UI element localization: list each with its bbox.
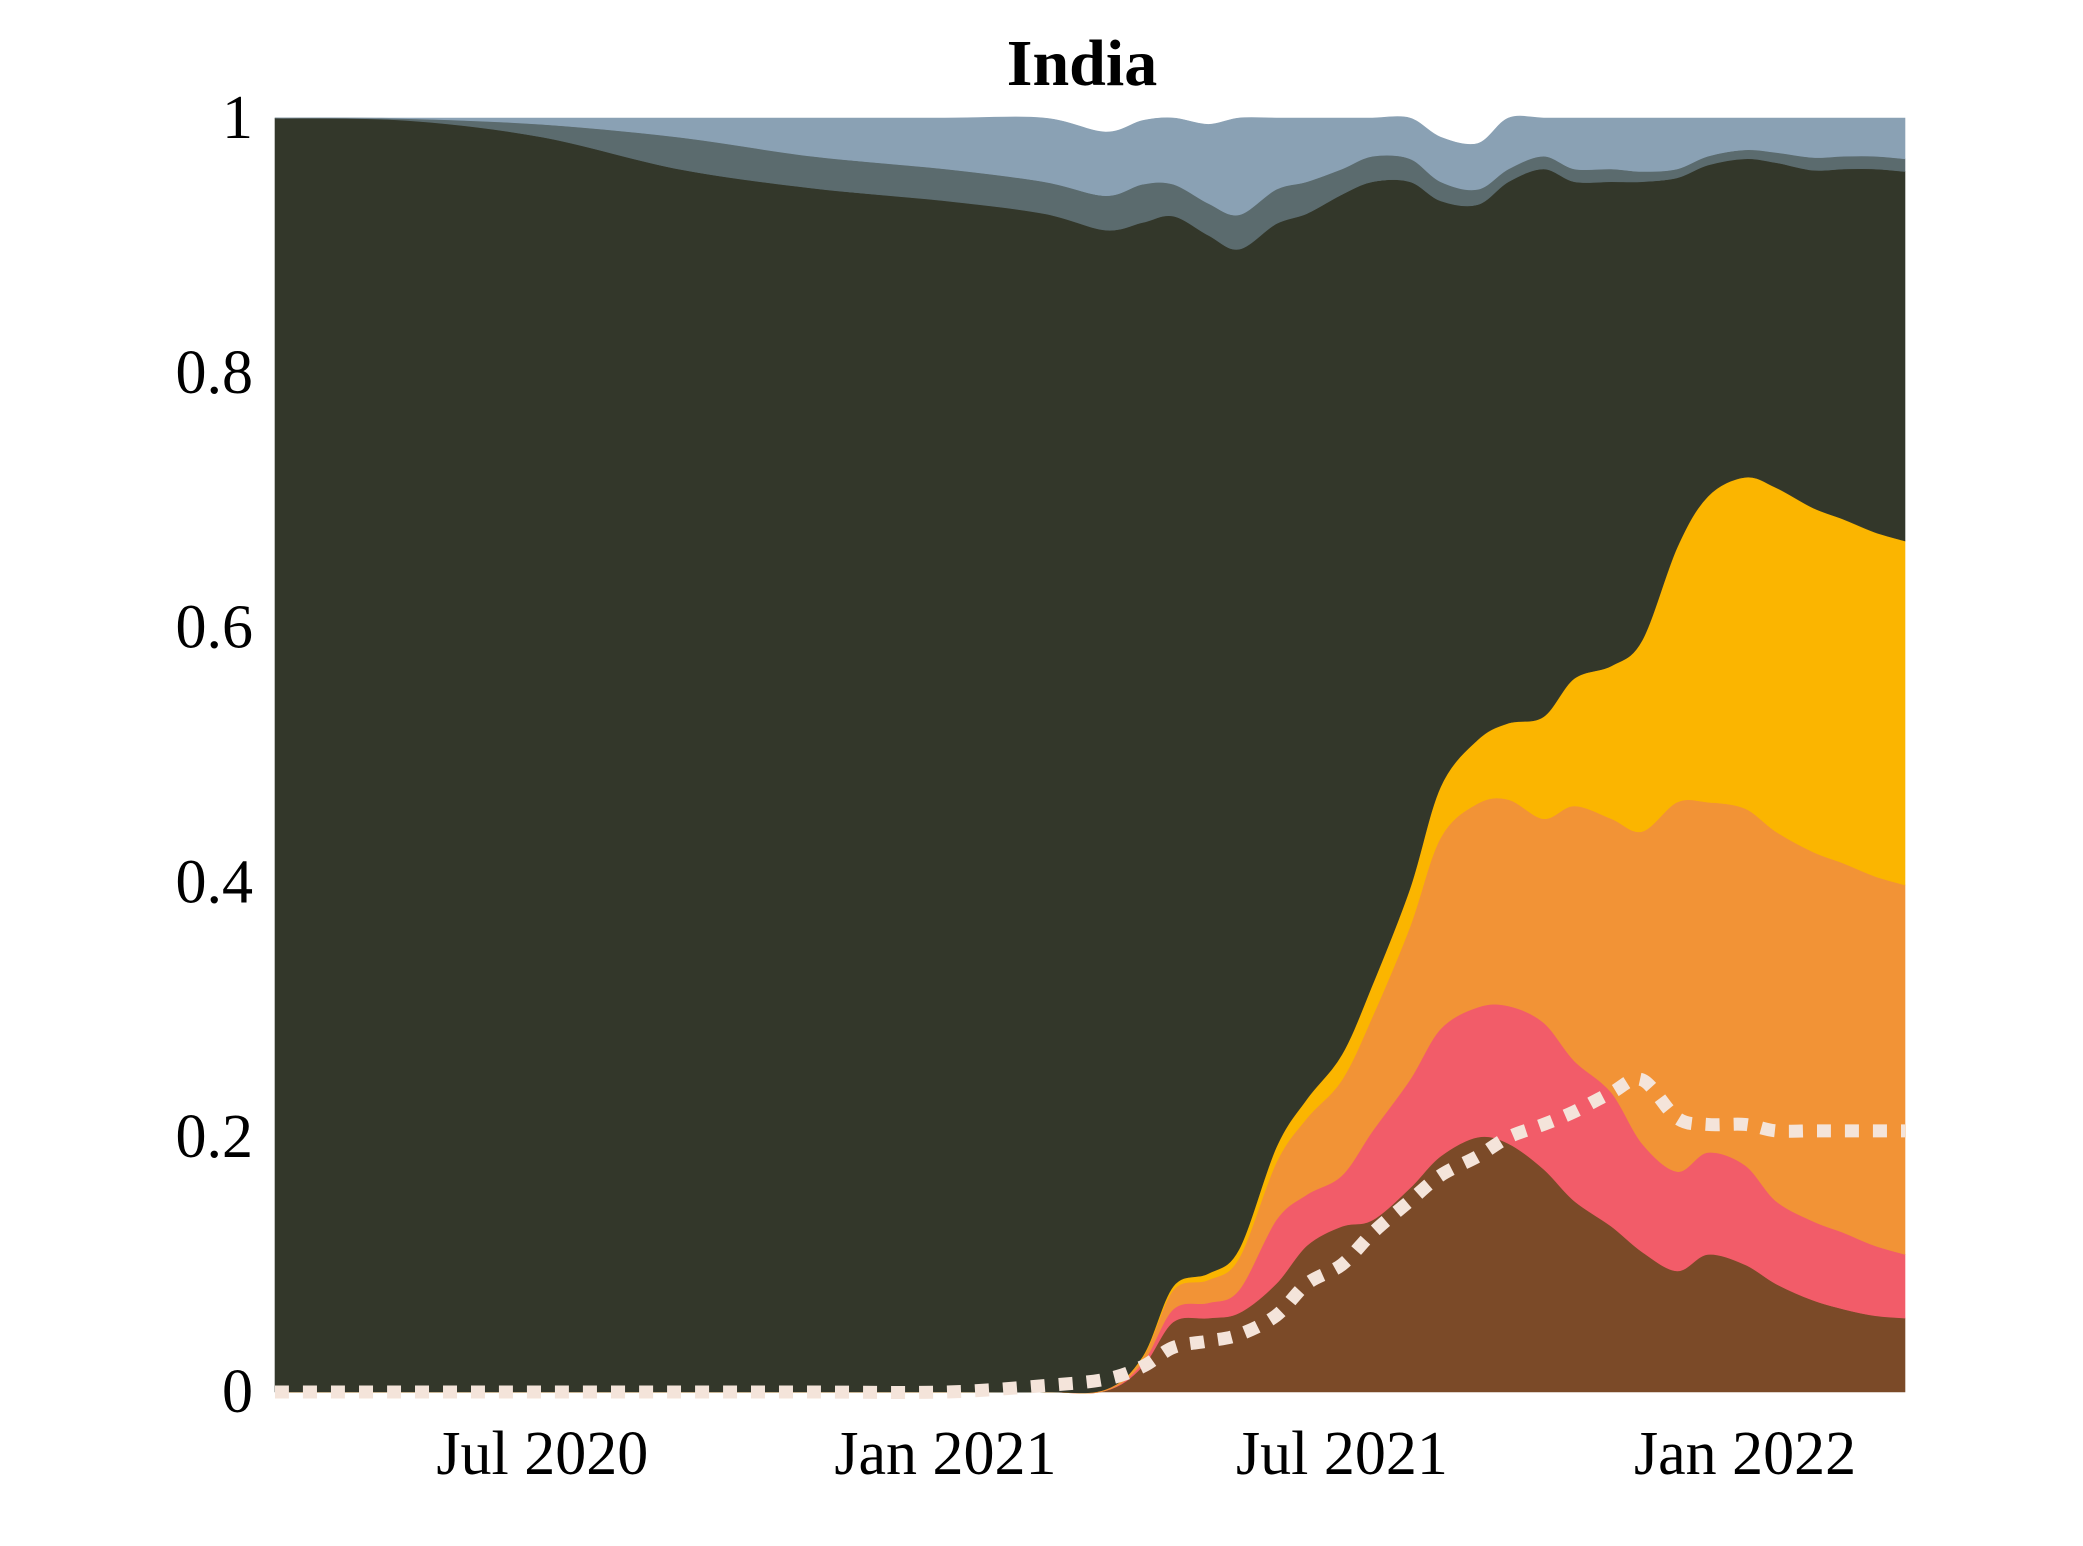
dotted-line [275,1072,1905,1399]
x-tick-label: Jul 2021 [1236,1420,1448,1488]
chart-title: India [1007,27,1157,100]
area-layers [274,115,1906,1394]
x-tick-label: Jan 2022 [1634,1420,1856,1488]
dotted-line-layer [275,1072,1905,1399]
y-tick-label: 0 [222,1358,253,1426]
y-tick-label: 0.2 [176,1103,254,1171]
y-tick-label: 0.8 [176,339,254,407]
x-tick-label: Jul 2020 [436,1420,648,1488]
y-tick-label: 0.4 [176,848,254,916]
x-axis-ticks: Jul 2020 Jan 2021 Jul 2021 Jan 2022 [436,1420,1856,1488]
y-axis-ticks: 0 0.2 0.4 0.6 0.8 1 [176,84,254,1426]
y-tick-label: 1 [222,84,253,152]
y-tick-label: 0.6 [176,594,254,662]
x-tick-label: Jan 2021 [834,1420,1056,1488]
area-series-7 [274,115,1906,216]
